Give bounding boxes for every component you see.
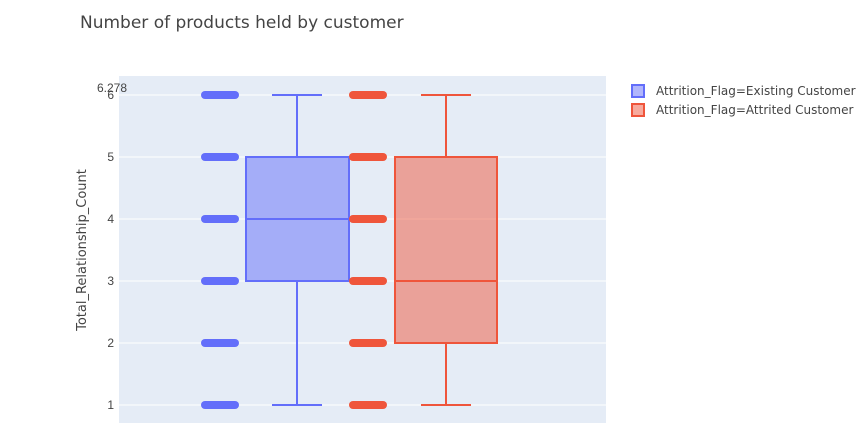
y-axis-ticks: 1 2 3 4 5 6 (107, 88, 114, 412)
chart-title: Number of products held by customer (80, 13, 404, 33)
box-iqr[interactable] (394, 156, 498, 344)
y-tick-label: 3 (107, 274, 114, 288)
y-tick-label: 6 (107, 88, 114, 102)
plot-area[interactable] (119, 76, 606, 423)
legend-swatch (631, 103, 645, 117)
legend-item-1[interactable]: Attrition_Flag=Existing Customer (631, 84, 856, 98)
series-layer (201, 91, 498, 409)
y-axis-title: Total_Relationship_Count (75, 169, 90, 332)
y-tick-label: 4 (107, 212, 114, 226)
y-tick-label: 5 (107, 150, 114, 164)
y-axis-max-label: 6.278 (97, 81, 127, 95)
y-tick-label: 2 (107, 336, 114, 350)
legend-swatch (631, 84, 645, 98)
box-series-2[interactable] (349, 91, 498, 409)
legend-label: Attrition_Flag=Attrited Customer (656, 103, 853, 117)
legend-label: Attrition_Flag=Existing Customer (656, 84, 856, 98)
legend: Attrition_Flag=Existing Customer Attritio… (631, 84, 856, 117)
y-tick-label: 1 (107, 398, 114, 412)
legend-item-2[interactable]: Attrition_Flag=Attrited Customer (631, 103, 853, 117)
